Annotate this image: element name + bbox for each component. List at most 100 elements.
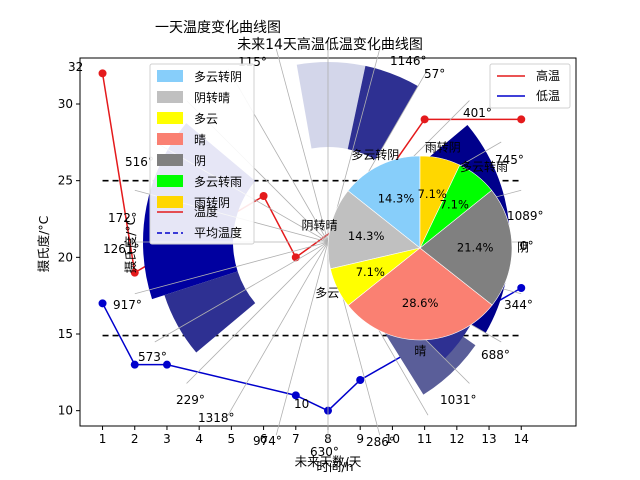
pie-category-label: 多云转阴: [351, 147, 399, 162]
polar-tick-label: 57°: [424, 67, 445, 81]
pie-category-label: 阴转晴: [301, 217, 337, 232]
x-tick-label: 3: [163, 432, 171, 446]
polar-spoke: [227, 241, 329, 416]
polar-tick-label: 229°: [176, 393, 205, 407]
polar-tick-label: 1261°: [103, 242, 140, 256]
pie-legend-swatch: [157, 133, 183, 145]
pie-category-label: 阴: [517, 241, 529, 255]
polar-tick-label: 573°: [138, 350, 167, 364]
pie-chart: 14.3% 多云转阴 14.3% 阴转晴 7.1% 多云 28.6% 晴 21.4% 阴 7.1% 多…: [301, 140, 529, 359]
polar-tick-label: 917°: [113, 298, 142, 312]
polar-tick-label: 1089°: [507, 209, 544, 223]
x-tick-label: 5: [228, 432, 236, 446]
y-tick-label: 20: [58, 250, 73, 264]
x-tick-label: 12: [449, 432, 464, 446]
data-point: [98, 299, 107, 308]
polar-tick-label: 1318°: [198, 411, 235, 425]
line-legend-box: [489, 63, 571, 109]
pie-value-label: 21.4%: [457, 241, 494, 255]
polar-bar: [347, 65, 418, 160]
legend-label-low: 低温: [536, 89, 560, 103]
polar-tick-label: 1031°: [440, 393, 477, 407]
x-tick-label: 1: [99, 432, 107, 446]
polar-tick-label: 0°: [520, 239, 534, 253]
data-point: [162, 360, 171, 369]
pie-slice: [347, 247, 493, 341]
pie-legend-label: 多云: [194, 112, 218, 126]
pie-legend-label: 晴: [194, 133, 206, 147]
data-point: [420, 115, 429, 124]
pie-slice: [327, 190, 421, 270]
polar-tick-label: 516°: [125, 155, 154, 169]
pie-category-label: 晴: [414, 344, 426, 358]
polar-tick-label: 688°: [481, 348, 510, 362]
data-point: [356, 376, 365, 384]
polar-bar: [296, 62, 366, 150]
pie-value-label: 7.1%: [440, 198, 469, 212]
polar-tick-label: 172°: [108, 211, 137, 225]
polar-spoke: [275, 241, 329, 436]
pie-slice: [347, 155, 421, 249]
pie-category-label: 多云转雨: [460, 159, 508, 174]
x-tick-label: 11: [417, 432, 432, 446]
pie-slice: [419, 189, 513, 306]
y-axis-ticks: 10 15 20 25 30: [58, 97, 80, 418]
pie-legend-label: 多云转雨: [194, 174, 242, 189]
x-axis-ticks: 1 2 3 4 5 6 7 8 9 10 11 12 13 14: [99, 426, 529, 446]
pie-value-label: 14.3%: [378, 191, 415, 205]
polar-spoke: [186, 241, 329, 384]
pie-legend-label: 雨转阴: [194, 195, 230, 210]
x-tick-label: 6: [260, 432, 268, 446]
data-point: [98, 69, 107, 78]
pie-slices: [327, 155, 513, 341]
y-tick-label: 30: [58, 97, 73, 111]
pie-value-label: 14.3%: [348, 229, 385, 243]
pie-value-label: 28.6%: [402, 296, 439, 310]
polar-tick-label: 745°: [495, 153, 524, 167]
line-y-axis-label: 摄氏度/°C: [36, 215, 51, 272]
pie-legend-label: 多云转阴: [194, 69, 242, 84]
pie-legend-swatch: [157, 91, 183, 103]
polar-tick-label: 401°: [463, 106, 492, 120]
pie-legend-swatch: [157, 70, 183, 82]
pie-legend-swatch: [157, 154, 183, 166]
polar-angle-ticks: 57°115°172°229°286°344°401°516°573°630°6…: [103, 54, 544, 459]
legend-label-high: 高温: [536, 68, 560, 83]
y-tick-label: 25: [58, 174, 73, 188]
polar-tick-label: 344°: [504, 298, 533, 312]
pie-legend-label: 阴转晴: [194, 90, 230, 105]
polar-y-axis-label: 摄氏度/°C: [123, 216, 138, 273]
x-tick-label: 10: [385, 432, 400, 446]
legend-item-temperature: 温度: [157, 204, 218, 219]
polar-tick-label: 630°: [310, 445, 339, 459]
y-tick-label: 15: [58, 327, 73, 341]
data-point: [517, 284, 526, 292]
pie-labels: 14.3% 多云转阴 14.3% 阴转晴 7.1% 多云 28.6% 晴 21.4% 阴 7.1% 多…: [301, 140, 529, 359]
polar-spoke: [275, 48, 329, 243]
polar-x-axis-label: 时间/h: [316, 459, 353, 474]
polar-bar: [164, 271, 256, 353]
legend-item-average-temperature: 平均温度: [157, 225, 242, 240]
pie-slice: [419, 155, 461, 249]
line-x-axis-label: 未来天数/天: [295, 454, 362, 469]
x-tick-label: 2: [131, 432, 139, 446]
data-point: [517, 115, 526, 124]
pie-category-label: 雨转阴: [425, 140, 461, 155]
pie-value-label: 7.1%: [356, 265, 385, 279]
data-point: [291, 391, 300, 400]
x-tick-label: 13: [481, 432, 496, 446]
data-point: [259, 192, 268, 200]
polar-stray-label-top: 32: [68, 60, 83, 74]
polar-chart-title: 一天温度变化曲线图: [155, 20, 281, 36]
legend-label-average-temperature: 平均温度: [194, 225, 242, 240]
data-point: [130, 360, 139, 369]
x-tick-label: 14: [514, 432, 529, 446]
polar-tick-label: 974°: [253, 434, 282, 448]
legend-label-temperature: 温度: [194, 204, 218, 219]
x-tick-label: 7: [292, 432, 300, 446]
pie-legend-swatch: [157, 175, 183, 187]
polar-tick-label: 286°: [366, 435, 395, 449]
